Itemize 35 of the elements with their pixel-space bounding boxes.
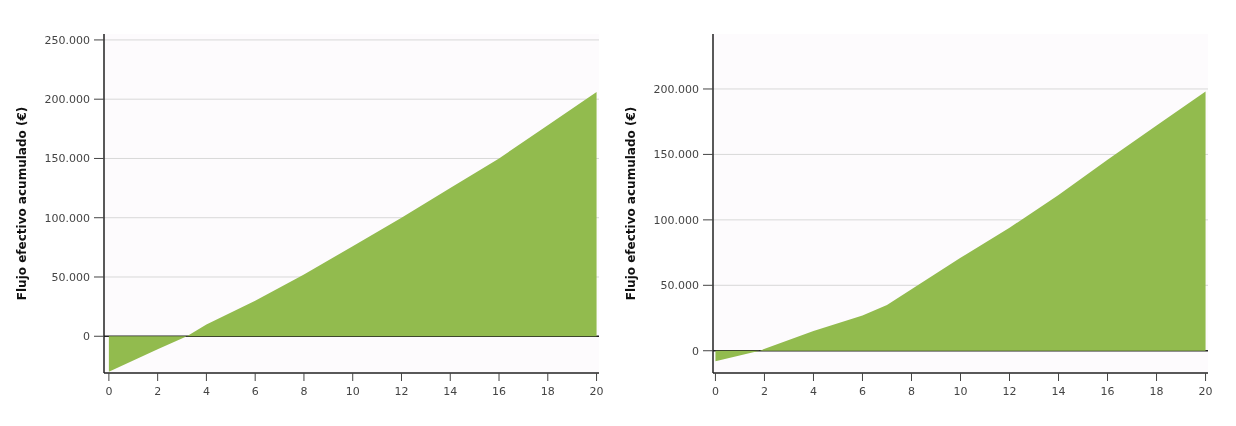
y-axis-title: Flujo efectivo acumulado (€) <box>624 106 638 301</box>
x-tick-label: 18 <box>1149 385 1164 398</box>
x-tick-label: 12 <box>1002 385 1017 398</box>
y-axis-title: Flujo efectivo acumulado (€) <box>15 106 29 301</box>
x-tick-label: 14 <box>1051 385 1066 398</box>
x-tick-label: 2 <box>760 385 768 398</box>
x-tick-label: 10 <box>953 385 968 398</box>
x-tick-label: 20 <box>1198 385 1213 398</box>
y-tick-label: 0 <box>83 330 90 344</box>
y-tick-label: 100.000 <box>653 213 699 227</box>
y-tick-label: 50.000 <box>660 279 699 293</box>
x-tick-label: 12 <box>394 385 409 398</box>
y-tick-label: 250.000 <box>44 33 90 47</box>
x-tick-label: 0 <box>711 385 719 398</box>
x-tick-label: 6 <box>251 385 259 398</box>
x-tick-label: 0 <box>105 385 113 398</box>
y-tick-label: 0 <box>692 344 699 358</box>
x-tick-label: 6 <box>858 385 866 398</box>
y-tick-label: 50.000 <box>51 270 90 284</box>
x-tick-label: 2 <box>154 385 162 398</box>
x-tick-label: 4 <box>809 385 817 398</box>
y-tick-label: 200.000 <box>44 93 90 107</box>
y-tick-label: 150.000 <box>44 152 90 166</box>
x-tick-label: 10 <box>345 385 360 398</box>
x-tick-label: 14 <box>443 385 458 398</box>
x-tick-label: 20 <box>589 385 604 398</box>
x-tick-label: 18 <box>540 385 555 398</box>
y-tick-label: 100.000 <box>44 211 90 225</box>
x-tick-label: 16 <box>492 385 507 398</box>
x-tick-label: 4 <box>202 385 210 398</box>
y-tick-label: 150.000 <box>653 148 699 162</box>
x-tick-label: 8 <box>907 385 915 398</box>
x-tick-label: 8 <box>300 385 308 398</box>
x-tick-label: 16 <box>1100 385 1115 398</box>
y-tick-label: 200.000 <box>653 82 699 96</box>
